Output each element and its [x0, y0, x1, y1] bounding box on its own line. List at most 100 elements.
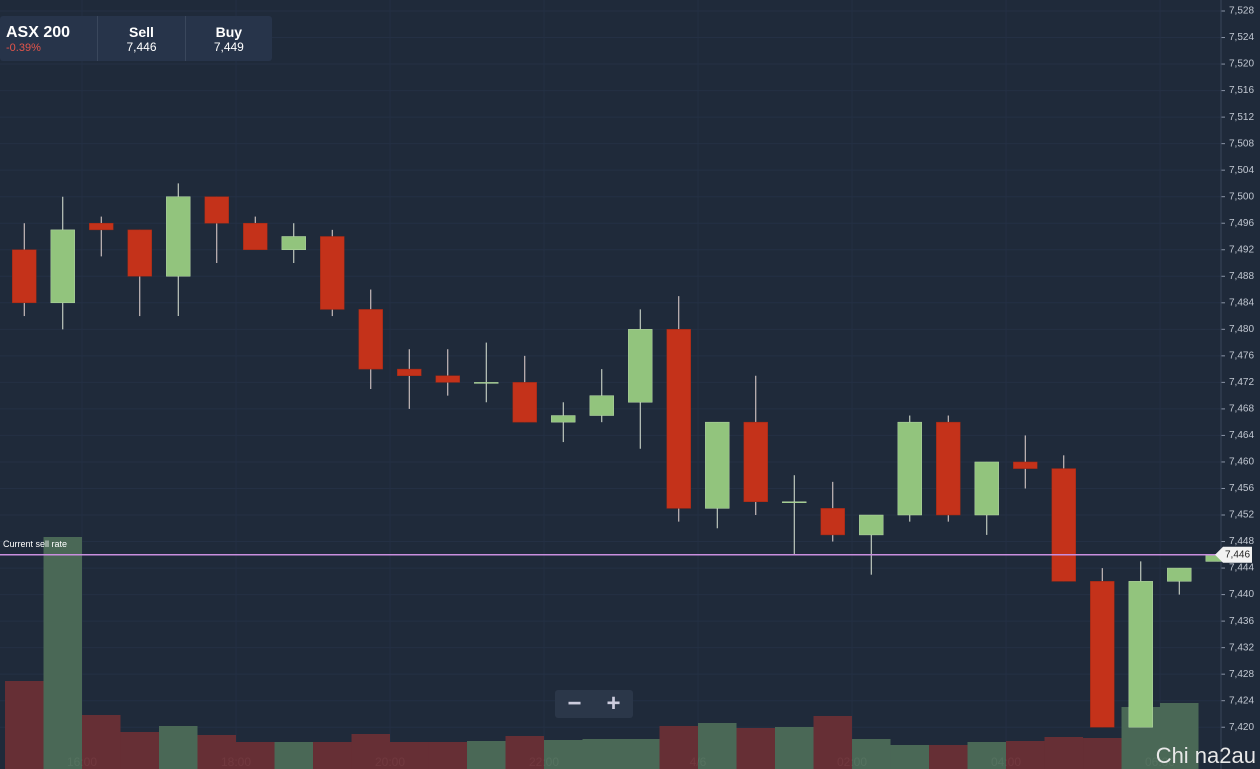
volume-bar [852, 739, 891, 769]
volume-bar [1160, 703, 1199, 769]
volume-bar [428, 742, 468, 769]
y-tick-label: 7,464 [1229, 430, 1254, 441]
volume-bar [659, 726, 699, 769]
candle-body [50, 229, 75, 304]
current-rate-tag [1215, 546, 1252, 563]
y-tick-label: 7,500 [1229, 191, 1254, 202]
volume-bar [505, 736, 545, 769]
volume-bar [698, 723, 737, 769]
y-tick-label: 7,468 [1229, 404, 1254, 415]
candle-body [204, 196, 229, 224]
buy-box[interactable]: Buy 7,449 [186, 16, 272, 61]
candle-body [666, 329, 691, 509]
candle-body [1090, 581, 1115, 728]
volume-bar [120, 732, 160, 769]
candle-body [936, 421, 961, 516]
volume-bar [236, 742, 275, 769]
zoom-out[interactable]: − [567, 690, 582, 717]
sell-box[interactable]: Sell 7,446 [98, 16, 186, 61]
candle-body [974, 461, 999, 516]
volume-bar [43, 537, 83, 769]
candle-body [859, 514, 884, 536]
candle-body [243, 222, 268, 250]
y-tick-label: 7,504 [1229, 165, 1254, 176]
zoom-in[interactable]: + [606, 690, 621, 717]
volume-bar [82, 715, 121, 769]
y-tick-label: 7,460 [1229, 457, 1254, 468]
y-tick-label: 7,512 [1229, 112, 1254, 123]
y-tick-label: 7,428 [1229, 669, 1254, 680]
candle-body [320, 236, 345, 310]
y-tick-label: 7,448 [1229, 536, 1254, 547]
volume-bar [197, 735, 237, 769]
candle-body [474, 382, 499, 384]
y-tick-label: 7,440 [1229, 589, 1254, 600]
y-tick-label: 7,516 [1229, 85, 1254, 96]
volume-bar [582, 739, 622, 769]
volume-bar [313, 742, 352, 769]
y-tick-label: 7,476 [1229, 350, 1254, 361]
candle-body [551, 415, 576, 423]
candle-body [897, 421, 922, 516]
sell-price: 7,446 [126, 39, 157, 54]
volume-bar [1083, 738, 1122, 769]
volume-bar [621, 739, 660, 769]
candle-body [1128, 581, 1153, 728]
candle-body [435, 375, 460, 383]
volume-bar [390, 742, 429, 769]
candle-body [628, 329, 653, 403]
y-tick-label: 7,508 [1229, 138, 1254, 149]
candle-body [127, 229, 152, 277]
symbol-box: ASX 200 -0.39% [0, 16, 99, 61]
candle-body [166, 196, 191, 277]
y-tick-label: 7,492 [1229, 244, 1254, 255]
y-tick-label: 7,436 [1229, 616, 1254, 627]
candle-body [12, 249, 37, 304]
change: -0.39% [6, 41, 41, 54]
y-tick-label: 7,524 [1229, 32, 1254, 43]
candle-body [782, 501, 807, 503]
volume-bar [159, 726, 198, 769]
y-tick-label: 7,480 [1229, 324, 1254, 335]
volume-bar [813, 716, 853, 769]
y-tick-label: 7,528 [1229, 6, 1254, 17]
y-tick-label: 7,444 [1229, 563, 1254, 574]
candle-body [1051, 468, 1076, 582]
buy-label: Buy [215, 23, 243, 40]
volume-bar [967, 742, 1007, 769]
volume-bar [544, 740, 583, 769]
volume-bar [467, 741, 506, 769]
y-tick-label: 7,424 [1229, 695, 1254, 706]
candle-body [705, 421, 730, 509]
buy-price: 7,449 [213, 39, 244, 54]
volume-bar [274, 742, 314, 769]
y-tick-label: 7,472 [1229, 377, 1254, 388]
candle-body [281, 236, 306, 250]
candle-body [1013, 461, 1038, 469]
y-tick-label: 7,496 [1229, 218, 1254, 229]
candle-body [743, 421, 768, 502]
y-tick-label: 7,520 [1229, 59, 1254, 70]
y-tick-label: 7,488 [1229, 271, 1254, 282]
y-tick-label: 7,432 [1229, 642, 1254, 653]
y-tick-label: 7,452 [1229, 510, 1254, 521]
zoom-controls: − + [555, 690, 633, 718]
volume-bar [5, 681, 44, 769]
y-tick-label: 7,456 [1229, 483, 1254, 494]
volume-bar [1044, 737, 1084, 769]
candle-body [358, 309, 383, 370]
volume-bar [351, 734, 391, 769]
volume-bar [929, 745, 968, 769]
watermark: Chi na2au [1155, 743, 1256, 768]
candle-body [512, 382, 537, 423]
volume-bar [1006, 741, 1045, 769]
symbol: ASX 200 [6, 23, 71, 41]
candle-body [1167, 567, 1192, 582]
candle-body [397, 368, 422, 376]
candle-body [589, 395, 614, 416]
candle-body [89, 222, 114, 231]
y-tick-label: 7,484 [1229, 297, 1254, 308]
sell-label: Sell [129, 23, 154, 40]
